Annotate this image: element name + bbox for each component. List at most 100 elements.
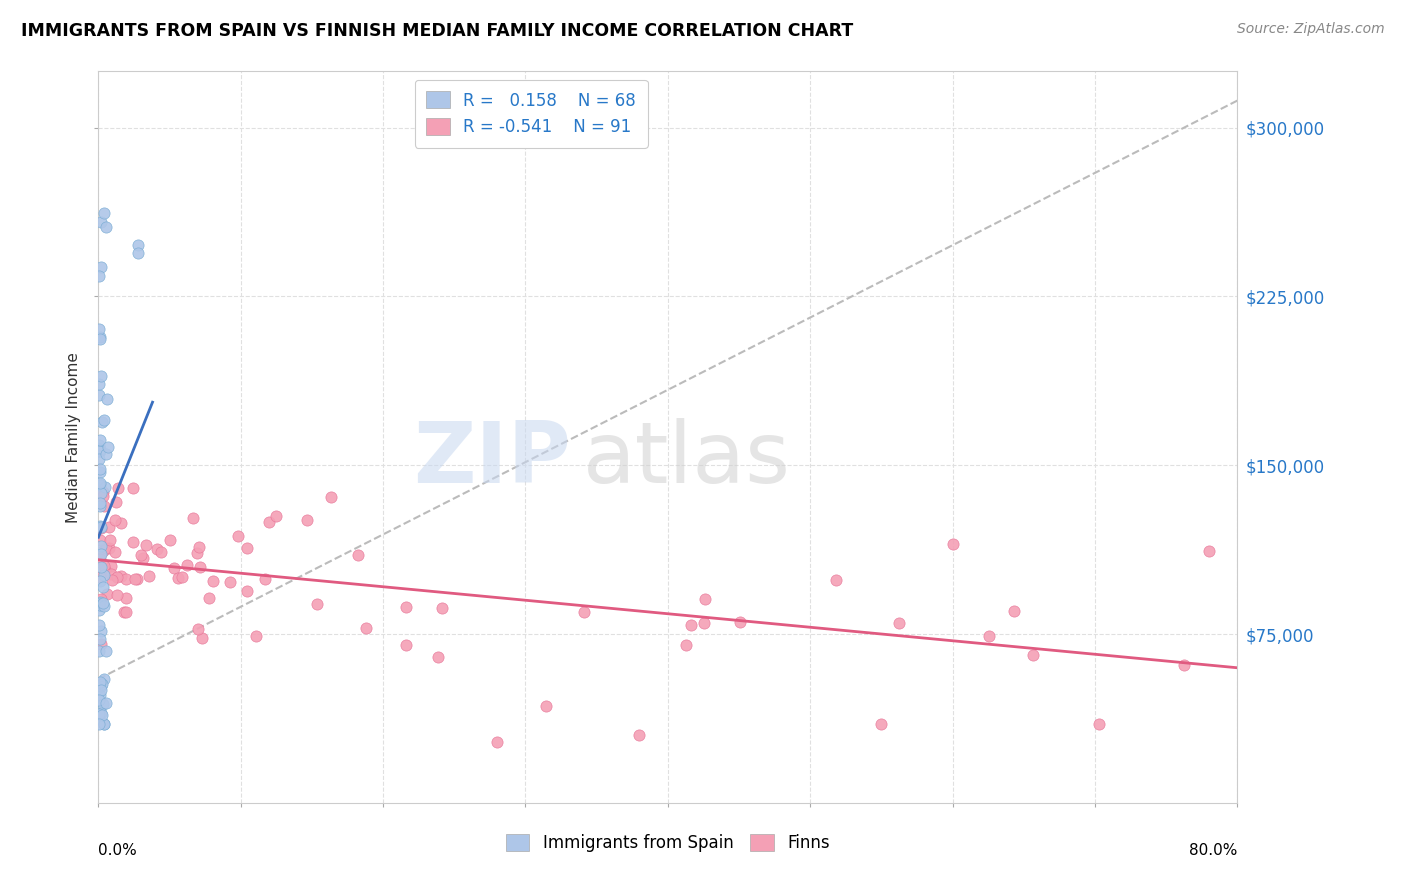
Point bbox=[89, 496, 111, 510]
Point bbox=[89, 462, 111, 476]
Point bbox=[183, 511, 205, 525]
Point bbox=[201, 574, 224, 589]
Point bbox=[89, 442, 111, 457]
Point bbox=[93, 413, 115, 427]
Point bbox=[114, 605, 136, 619]
Point bbox=[90, 560, 112, 574]
Point bbox=[105, 570, 128, 584]
Point bbox=[187, 540, 209, 554]
Point bbox=[124, 572, 146, 586]
Point bbox=[89, 477, 111, 491]
Point bbox=[89, 333, 111, 347]
Point bbox=[257, 515, 280, 529]
Point bbox=[91, 543, 114, 558]
Point bbox=[89, 599, 111, 613]
Point bbox=[235, 541, 257, 556]
Point bbox=[87, 603, 110, 617]
Point bbox=[90, 547, 112, 561]
Text: 80.0%: 80.0% bbox=[1189, 843, 1237, 858]
Point bbox=[138, 569, 160, 583]
Point bbox=[127, 572, 149, 586]
Point bbox=[91, 490, 114, 504]
Point bbox=[89, 574, 111, 589]
Point bbox=[100, 559, 122, 574]
Point bbox=[89, 632, 111, 647]
Point bbox=[103, 513, 125, 527]
Point bbox=[96, 392, 118, 406]
Point bbox=[110, 516, 132, 530]
Point bbox=[127, 246, 149, 260]
Point bbox=[1173, 657, 1195, 672]
Point bbox=[190, 559, 212, 574]
Point bbox=[1004, 604, 1026, 618]
Point bbox=[96, 587, 118, 601]
Point bbox=[162, 561, 184, 575]
Point bbox=[150, 545, 173, 559]
Point bbox=[264, 508, 287, 523]
Point bbox=[87, 388, 110, 402]
Point bbox=[89, 475, 111, 490]
Point bbox=[91, 596, 114, 610]
Point bbox=[427, 650, 450, 665]
Point bbox=[122, 481, 145, 495]
Point bbox=[107, 481, 129, 495]
Point bbox=[307, 597, 329, 611]
Point bbox=[870, 717, 893, 731]
Point bbox=[129, 548, 152, 562]
Point bbox=[977, 629, 1000, 643]
Point bbox=[356, 621, 378, 635]
Point bbox=[253, 572, 276, 586]
Text: 0.0%: 0.0% bbox=[98, 843, 138, 858]
Point bbox=[89, 688, 111, 702]
Point bbox=[127, 237, 149, 252]
Point bbox=[115, 572, 138, 586]
Point bbox=[628, 728, 651, 742]
Point bbox=[89, 466, 111, 480]
Point bbox=[90, 415, 112, 429]
Point bbox=[319, 491, 342, 505]
Text: Source: ZipAtlas.com: Source: ZipAtlas.com bbox=[1237, 22, 1385, 37]
Point bbox=[97, 520, 120, 534]
Point bbox=[942, 537, 965, 551]
Point bbox=[90, 591, 112, 606]
Point bbox=[89, 643, 111, 657]
Point bbox=[94, 480, 117, 494]
Point bbox=[172, 570, 194, 584]
Point bbox=[94, 447, 117, 461]
Point bbox=[236, 583, 259, 598]
Point bbox=[187, 622, 209, 636]
Point bbox=[190, 631, 212, 645]
Point bbox=[105, 495, 128, 509]
Point bbox=[167, 571, 190, 585]
Point bbox=[94, 696, 117, 710]
Point bbox=[90, 485, 112, 500]
Point bbox=[110, 569, 132, 583]
Point bbox=[90, 368, 112, 383]
Point bbox=[219, 575, 242, 590]
Point bbox=[87, 599, 110, 613]
Point bbox=[728, 615, 751, 629]
Point bbox=[1022, 648, 1045, 662]
Point bbox=[90, 539, 112, 553]
Point bbox=[94, 563, 117, 577]
Point bbox=[112, 605, 135, 619]
Point bbox=[93, 580, 115, 594]
Point bbox=[346, 548, 368, 562]
Point bbox=[89, 268, 111, 283]
Point bbox=[91, 485, 114, 500]
Point bbox=[90, 706, 112, 720]
Point bbox=[89, 706, 111, 721]
Point bbox=[87, 437, 110, 451]
Point bbox=[534, 699, 557, 714]
Point bbox=[89, 637, 111, 651]
Point bbox=[89, 552, 111, 566]
Point bbox=[89, 377, 111, 392]
Point bbox=[887, 616, 910, 631]
Point bbox=[90, 260, 112, 275]
Text: ZIP: ZIP bbox=[413, 417, 571, 500]
Point bbox=[197, 591, 219, 605]
Point bbox=[1198, 543, 1220, 558]
Point bbox=[93, 717, 115, 731]
Point bbox=[122, 535, 145, 549]
Point bbox=[132, 551, 155, 566]
